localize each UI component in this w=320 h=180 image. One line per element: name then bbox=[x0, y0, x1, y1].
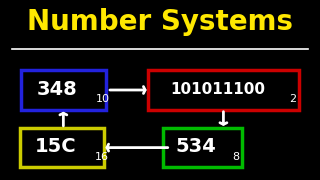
Text: 8: 8 bbox=[232, 152, 239, 162]
Text: 16: 16 bbox=[94, 152, 108, 162]
Text: 10: 10 bbox=[96, 94, 110, 104]
Text: 101011100: 101011100 bbox=[170, 82, 265, 97]
Text: Number Systems: Number Systems bbox=[27, 8, 293, 36]
Text: 348: 348 bbox=[37, 80, 78, 99]
Text: 2: 2 bbox=[289, 94, 296, 104]
Text: 15C: 15C bbox=[35, 137, 76, 156]
Text: 534: 534 bbox=[176, 137, 217, 156]
